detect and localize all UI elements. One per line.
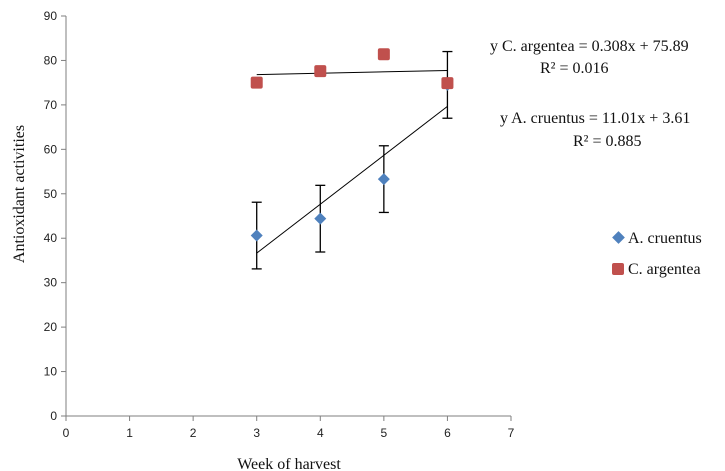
error-bars xyxy=(251,49,453,270)
data-point-c-argentea xyxy=(441,77,454,90)
y-tick-label: 10 xyxy=(44,365,58,379)
legend-marker-c-argentea xyxy=(612,263,624,275)
y-tick-label: 90 xyxy=(44,9,58,23)
data-points xyxy=(250,48,454,242)
annotation-c-argentea-equation: y C. argentea = 0.308x + 75.89 xyxy=(490,38,689,55)
annotation-a-cruentus-r2: R² = 0.885 xyxy=(573,133,642,150)
data-point-c-argentea xyxy=(314,65,327,78)
x-tick-label: 2 xyxy=(190,426,197,440)
axes xyxy=(61,15,512,421)
legend-item-c-argentea: C. argentea xyxy=(612,261,701,278)
annotation-a-cruentus: y A. cruentus = 11.01x + 3.61 R² = 0.885 xyxy=(500,110,690,150)
data-point-a-cruentus xyxy=(250,229,263,242)
x-tick-label: 6 xyxy=(444,426,451,440)
legend-marker-a-cruentus xyxy=(612,231,625,244)
annotation-c-argentea-r2: R² = 0.016 xyxy=(540,60,609,77)
legend-label-c-argentea: C. argentea xyxy=(628,261,701,278)
data-point-c-argentea xyxy=(250,76,263,89)
trendlines xyxy=(256,69,448,254)
data-point-c-argentea xyxy=(377,48,390,61)
trendline-c-argentea xyxy=(256,69,448,76)
y-tick-label: 30 xyxy=(44,276,58,290)
y-tick-label: 0 xyxy=(50,409,57,423)
data-point-a-cruentus xyxy=(377,173,390,186)
y-tick-label: 70 xyxy=(44,98,58,112)
y-tick-label: 20 xyxy=(44,320,58,334)
x-tick-label: 5 xyxy=(381,426,388,440)
y-tick-label: 80 xyxy=(44,53,58,67)
x-tick-label: 7 xyxy=(508,426,515,440)
trendline-a-cruentus xyxy=(256,105,448,254)
legend-label-a-cruentus: A. cruentus xyxy=(628,230,702,247)
y-tick-label: 60 xyxy=(44,142,58,156)
y-tick-label: 50 xyxy=(44,187,58,201)
x-tick-label: 1 xyxy=(126,426,133,440)
y-tick-label: 40 xyxy=(44,231,58,245)
annotation-c-argentea: y C. argentea = 0.308x + 75.89 R² = 0.01… xyxy=(490,38,689,77)
y-axis-label: Antioxidant activities xyxy=(11,125,28,263)
annotation-a-cruentus-equation: y A. cruentus = 11.01x + 3.61 xyxy=(500,110,690,127)
x-tick-label: 4 xyxy=(317,426,324,440)
data-point-a-cruentus xyxy=(314,212,327,225)
legend: A. cruentus C. argentea xyxy=(612,230,702,278)
x-tick-label: 3 xyxy=(253,426,260,440)
legend-item-a-cruentus: A. cruentus xyxy=(612,230,702,247)
x-tick-labels: 0 1 2 3 4 5 6 7 xyxy=(63,426,515,440)
x-tick-label: 0 xyxy=(63,426,70,440)
x-axis-label: Week of harvest xyxy=(237,456,341,471)
y-tick-labels: 0 10 20 30 40 50 60 70 80 90 xyxy=(44,9,58,423)
